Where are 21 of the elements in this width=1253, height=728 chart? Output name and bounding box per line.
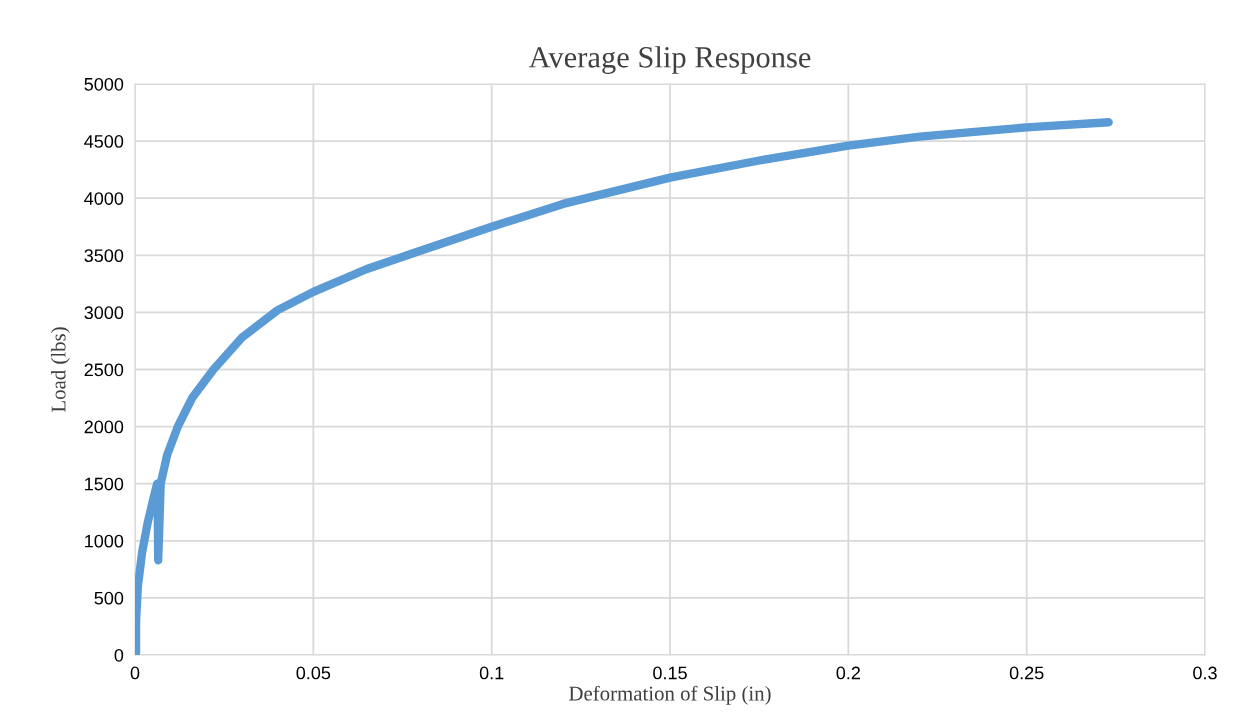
y-tick-label: 1500 [85, 477, 124, 491]
x-tick-label: 0.2 [836, 666, 860, 680]
chart-title: Average Slip Response [528, 46, 811, 74]
y-tick-label: 3500 [84, 249, 124, 263]
x-tick-label: 0.3 [1193, 666, 1217, 680]
y-tick-label: 4500 [84, 135, 124, 148]
x-tick-label: 0.25 [1009, 666, 1044, 680]
y-tick-label: 2000 [84, 420, 124, 434]
y-tick-label: 1000 [85, 534, 124, 548]
x-tick-label: 0.15 [653, 666, 687, 680]
y-tick-label: 2500 [84, 363, 124, 377]
y-tick-label: 4000 [84, 192, 124, 205]
y-tick-label: 500 [94, 591, 124, 605]
y-tick-label: 0 [114, 648, 124, 662]
x-tick-label: 0 [130, 666, 140, 680]
x-tick-label: 0.1 [479, 666, 504, 680]
y-tick-label: 3000 [84, 306, 124, 320]
y-tick-label: 5000 [84, 77, 124, 91]
x-tick-label: 0.05 [296, 666, 331, 680]
x-axis-title: Deformation of Slip (in) [569, 685, 771, 705]
y-axis-title: Load (lbs) [50, 327, 70, 412]
